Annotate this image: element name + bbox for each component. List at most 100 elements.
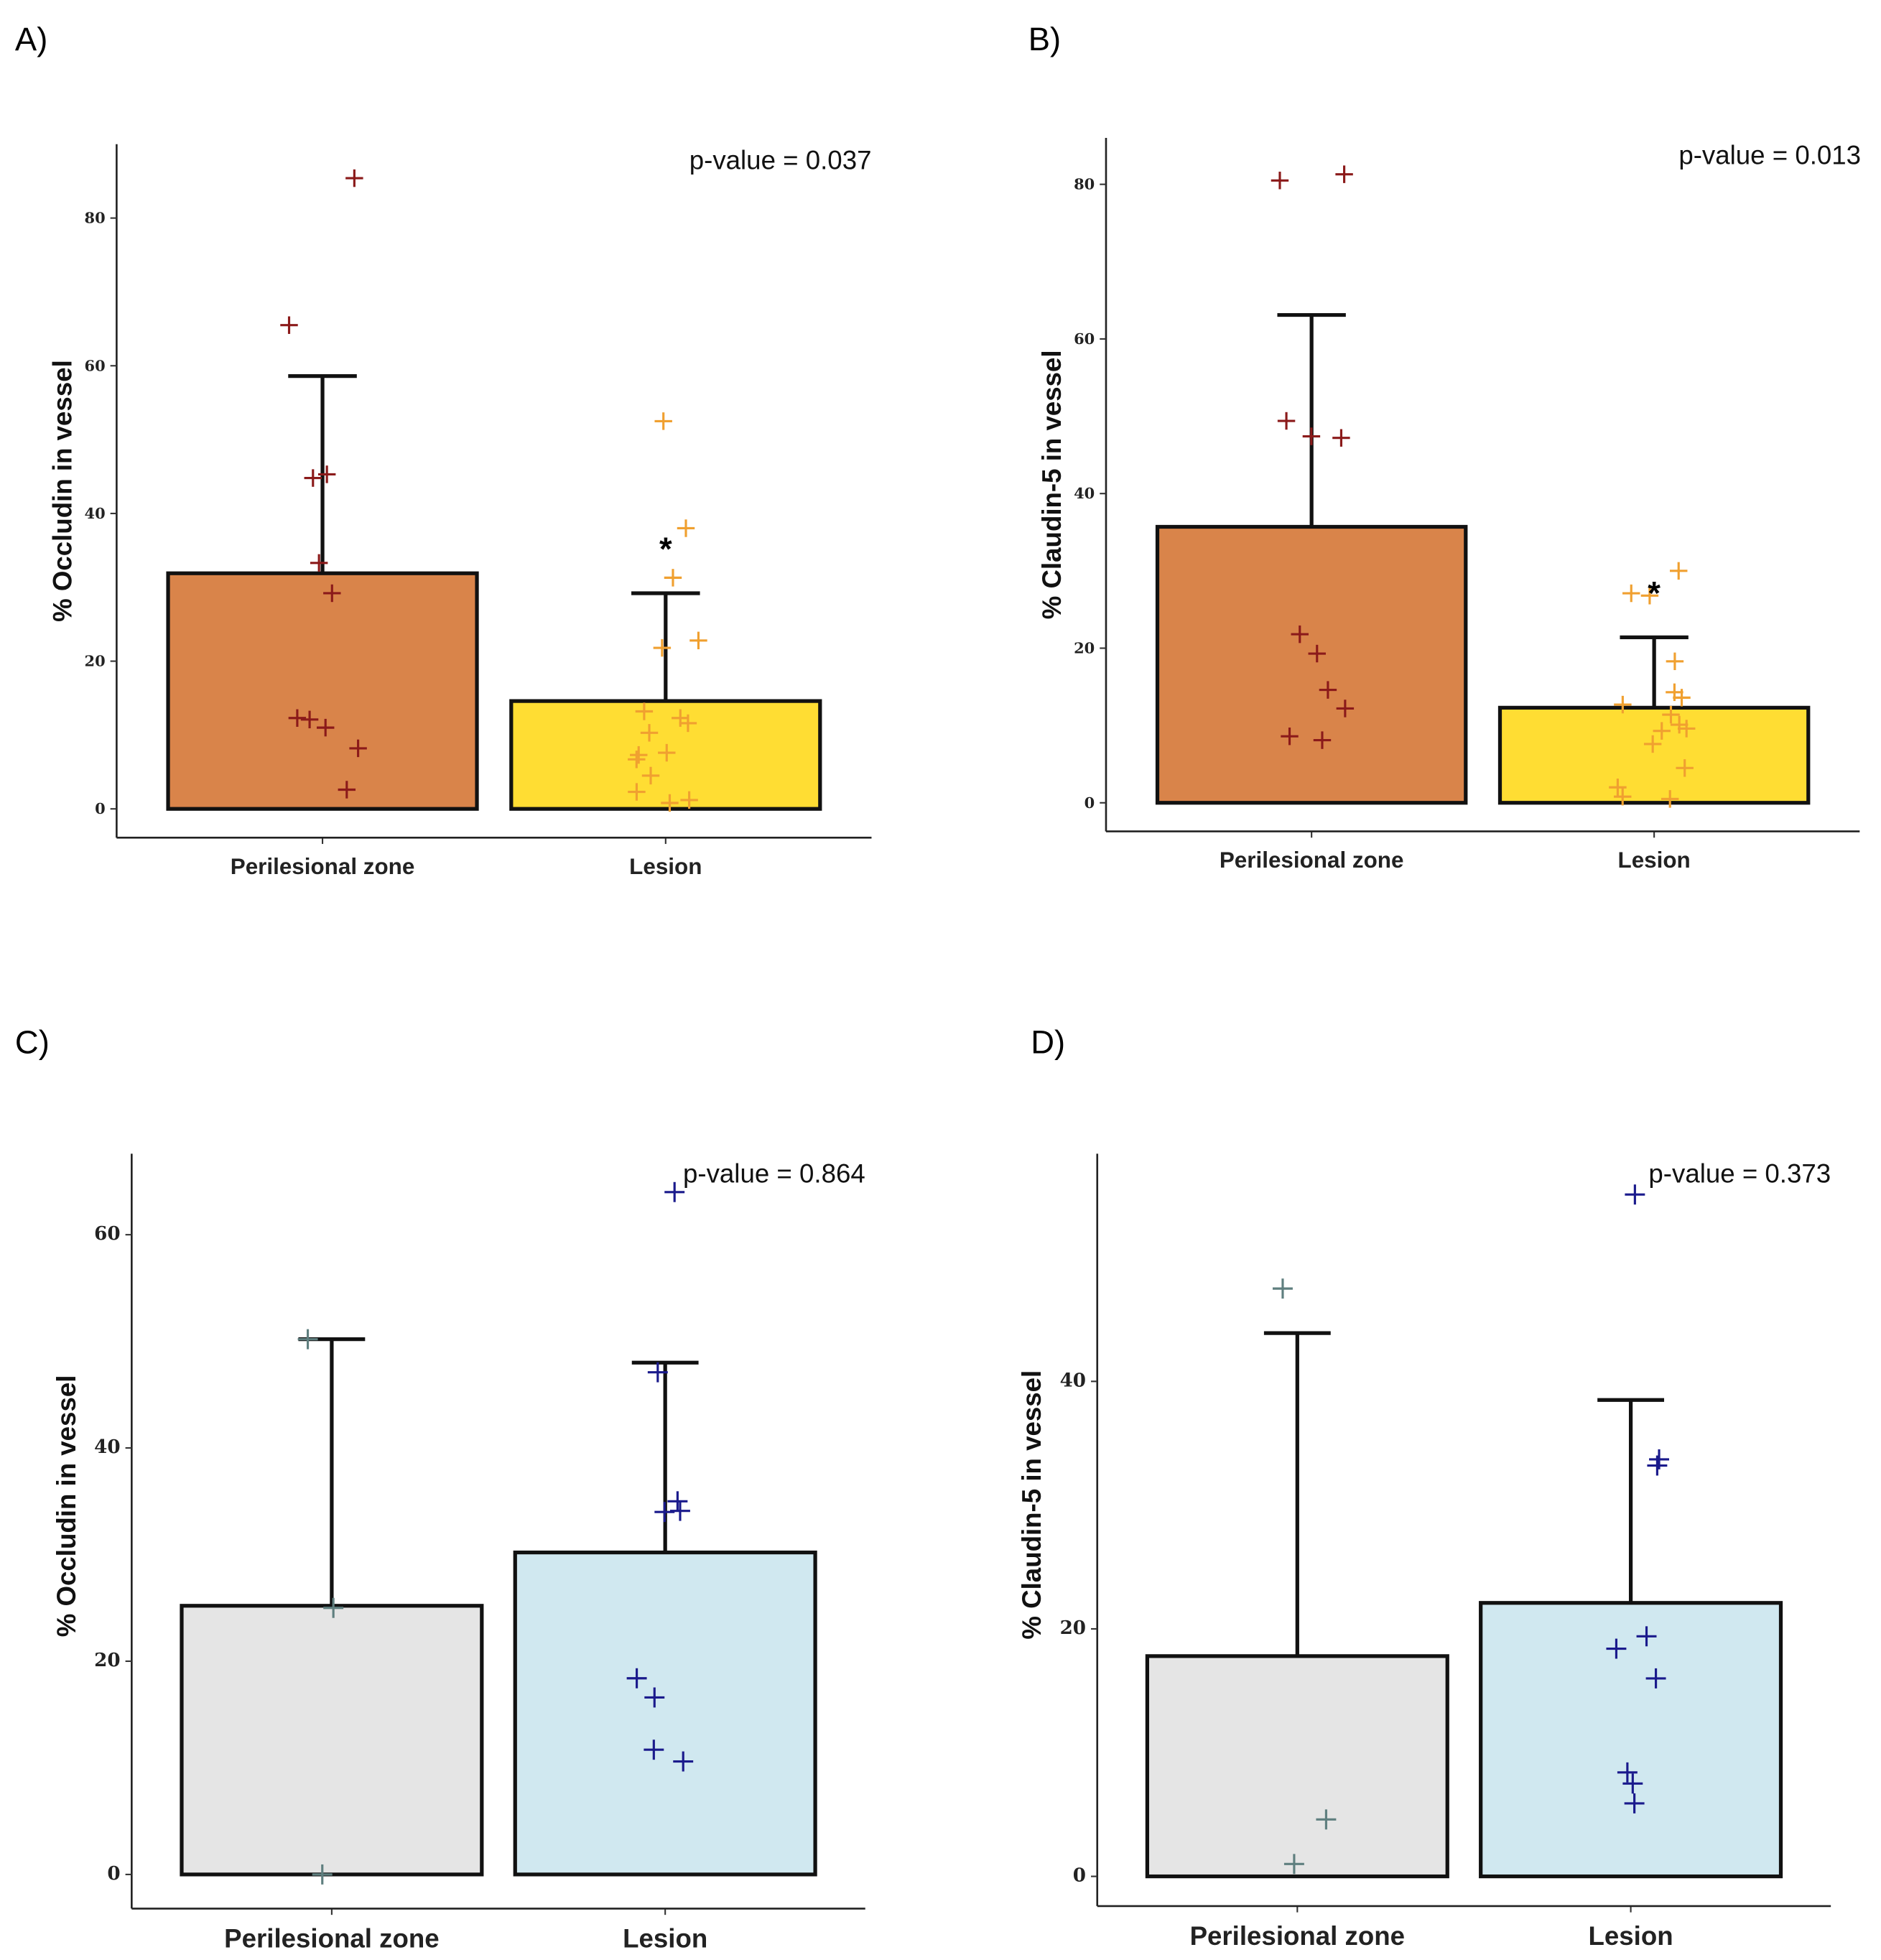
y-tick-label: 40 xyxy=(85,504,106,522)
data-point xyxy=(1319,681,1337,699)
x-tick-label: Lesion xyxy=(623,1924,707,1954)
bar-lesion xyxy=(1479,1601,1783,1879)
data-point xyxy=(1302,427,1321,445)
y-tick-label: 20 xyxy=(94,1649,120,1671)
data-point xyxy=(1673,689,1691,707)
data-point xyxy=(635,702,654,720)
data-point xyxy=(345,169,363,187)
data-point xyxy=(644,1687,665,1708)
x-tick-label: Perilesional zone xyxy=(231,854,415,879)
data-point xyxy=(1617,1762,1638,1783)
y-tick-label: 60 xyxy=(85,356,106,374)
data-point xyxy=(1669,562,1688,580)
data-point xyxy=(1666,652,1684,671)
data-point xyxy=(1676,759,1694,777)
data-point xyxy=(661,794,679,812)
x-tick-label: Lesion xyxy=(1589,1921,1673,1951)
data-point xyxy=(1643,735,1662,753)
y-tick-label: 20 xyxy=(1060,1617,1086,1639)
y-tick-label: 60 xyxy=(94,1222,120,1245)
data-point xyxy=(1308,644,1326,663)
p-value-annotation: p-value = 0.373 xyxy=(1648,1158,1831,1188)
data-point xyxy=(630,746,648,764)
y-tick-label: 20 xyxy=(85,652,106,670)
panel-letter: A) xyxy=(15,21,47,57)
data-point xyxy=(641,766,660,785)
data-point xyxy=(1662,705,1680,724)
data-point xyxy=(323,1597,344,1618)
significance-star: * xyxy=(1648,575,1661,612)
panel-letter: B) xyxy=(1028,21,1061,57)
data-point xyxy=(1614,695,1632,714)
panel-b: B) Perilesional zone Lesion 0 20 40 60 80 % Clau… xyxy=(1028,21,1861,873)
data-point xyxy=(297,1329,318,1350)
data-point xyxy=(673,1751,694,1772)
data-point xyxy=(1653,722,1671,740)
data-point xyxy=(1622,584,1640,603)
data-point xyxy=(1606,1638,1627,1659)
panel-a: A) Perilesional zone Lesion 0 20 40 60 80 % Occl… xyxy=(15,21,872,879)
y-axis-title: % Claudin-5 in vessel xyxy=(1017,1370,1046,1640)
y-tick-label: 0 xyxy=(1085,794,1095,812)
bar-perilesional xyxy=(1155,524,1468,805)
y-axis-title: % Claudin-5 in vessel xyxy=(1037,350,1067,619)
data-point xyxy=(679,714,697,733)
data-point xyxy=(628,751,646,768)
y-axis-title: % Occludin in vessel xyxy=(52,1375,81,1638)
data-point xyxy=(1277,412,1296,430)
x-tick-label: Perilesional zone xyxy=(1190,1921,1405,1951)
data-point xyxy=(654,1502,675,1523)
y-tick-label: 80 xyxy=(85,209,106,227)
bar-perilesional xyxy=(166,571,479,811)
data-point xyxy=(1291,625,1309,644)
x-tick-label: Perilesional zone xyxy=(224,1924,439,1954)
p-value-annotation: p-value = 0.864 xyxy=(683,1158,865,1188)
data-point xyxy=(1609,779,1627,796)
y-tick-label: 40 xyxy=(1060,1369,1086,1391)
data-point xyxy=(304,469,322,487)
data-point xyxy=(664,1181,685,1202)
data-point xyxy=(1625,1184,1645,1205)
bar-perilesional xyxy=(1145,1654,1449,1879)
x-tick-label: Perilesional zone xyxy=(1220,847,1404,873)
y-tick-label: 0 xyxy=(1073,1864,1086,1887)
x-tick-label: Lesion xyxy=(1618,847,1691,873)
data-point xyxy=(653,638,672,657)
data-point xyxy=(1332,429,1350,447)
y-tick-label: 40 xyxy=(94,1436,120,1458)
data-point xyxy=(1677,720,1696,738)
data-point xyxy=(667,1491,688,1512)
data-point xyxy=(323,584,341,603)
p-value-annotation: p-value = 0.037 xyxy=(689,146,872,175)
data-point xyxy=(1283,1854,1304,1875)
data-point xyxy=(280,316,298,334)
data-point xyxy=(338,781,356,799)
significance-star: * xyxy=(659,531,672,567)
bar-lesion xyxy=(513,1550,817,1877)
data-point xyxy=(1316,1809,1337,1830)
y-tick-label: 20 xyxy=(1074,638,1095,656)
data-point xyxy=(1645,1668,1666,1689)
data-point xyxy=(640,724,659,742)
data-point xyxy=(1670,715,1689,734)
data-point xyxy=(349,739,367,758)
data-point xyxy=(658,743,676,762)
data-point xyxy=(1336,700,1355,717)
data-point xyxy=(689,631,707,650)
data-point xyxy=(1640,587,1659,605)
y-tick-label: 0 xyxy=(107,1862,120,1885)
p-value-annotation: p-value = 0.013 xyxy=(1678,141,1861,170)
data-point xyxy=(1622,1773,1643,1794)
data-point xyxy=(1614,787,1632,806)
data-point xyxy=(677,519,695,537)
panel-c: C) Perilesional zone Lesion 0 20 40 60 % Occlud… xyxy=(15,1024,865,1954)
panel-letter: D) xyxy=(1031,1024,1065,1061)
data-point xyxy=(1281,727,1299,746)
x-tick-label: Lesion xyxy=(629,854,702,879)
y-tick-label: 40 xyxy=(1074,484,1095,502)
data-point xyxy=(628,783,646,801)
data-point xyxy=(1647,1455,1668,1476)
data-point xyxy=(664,569,682,587)
